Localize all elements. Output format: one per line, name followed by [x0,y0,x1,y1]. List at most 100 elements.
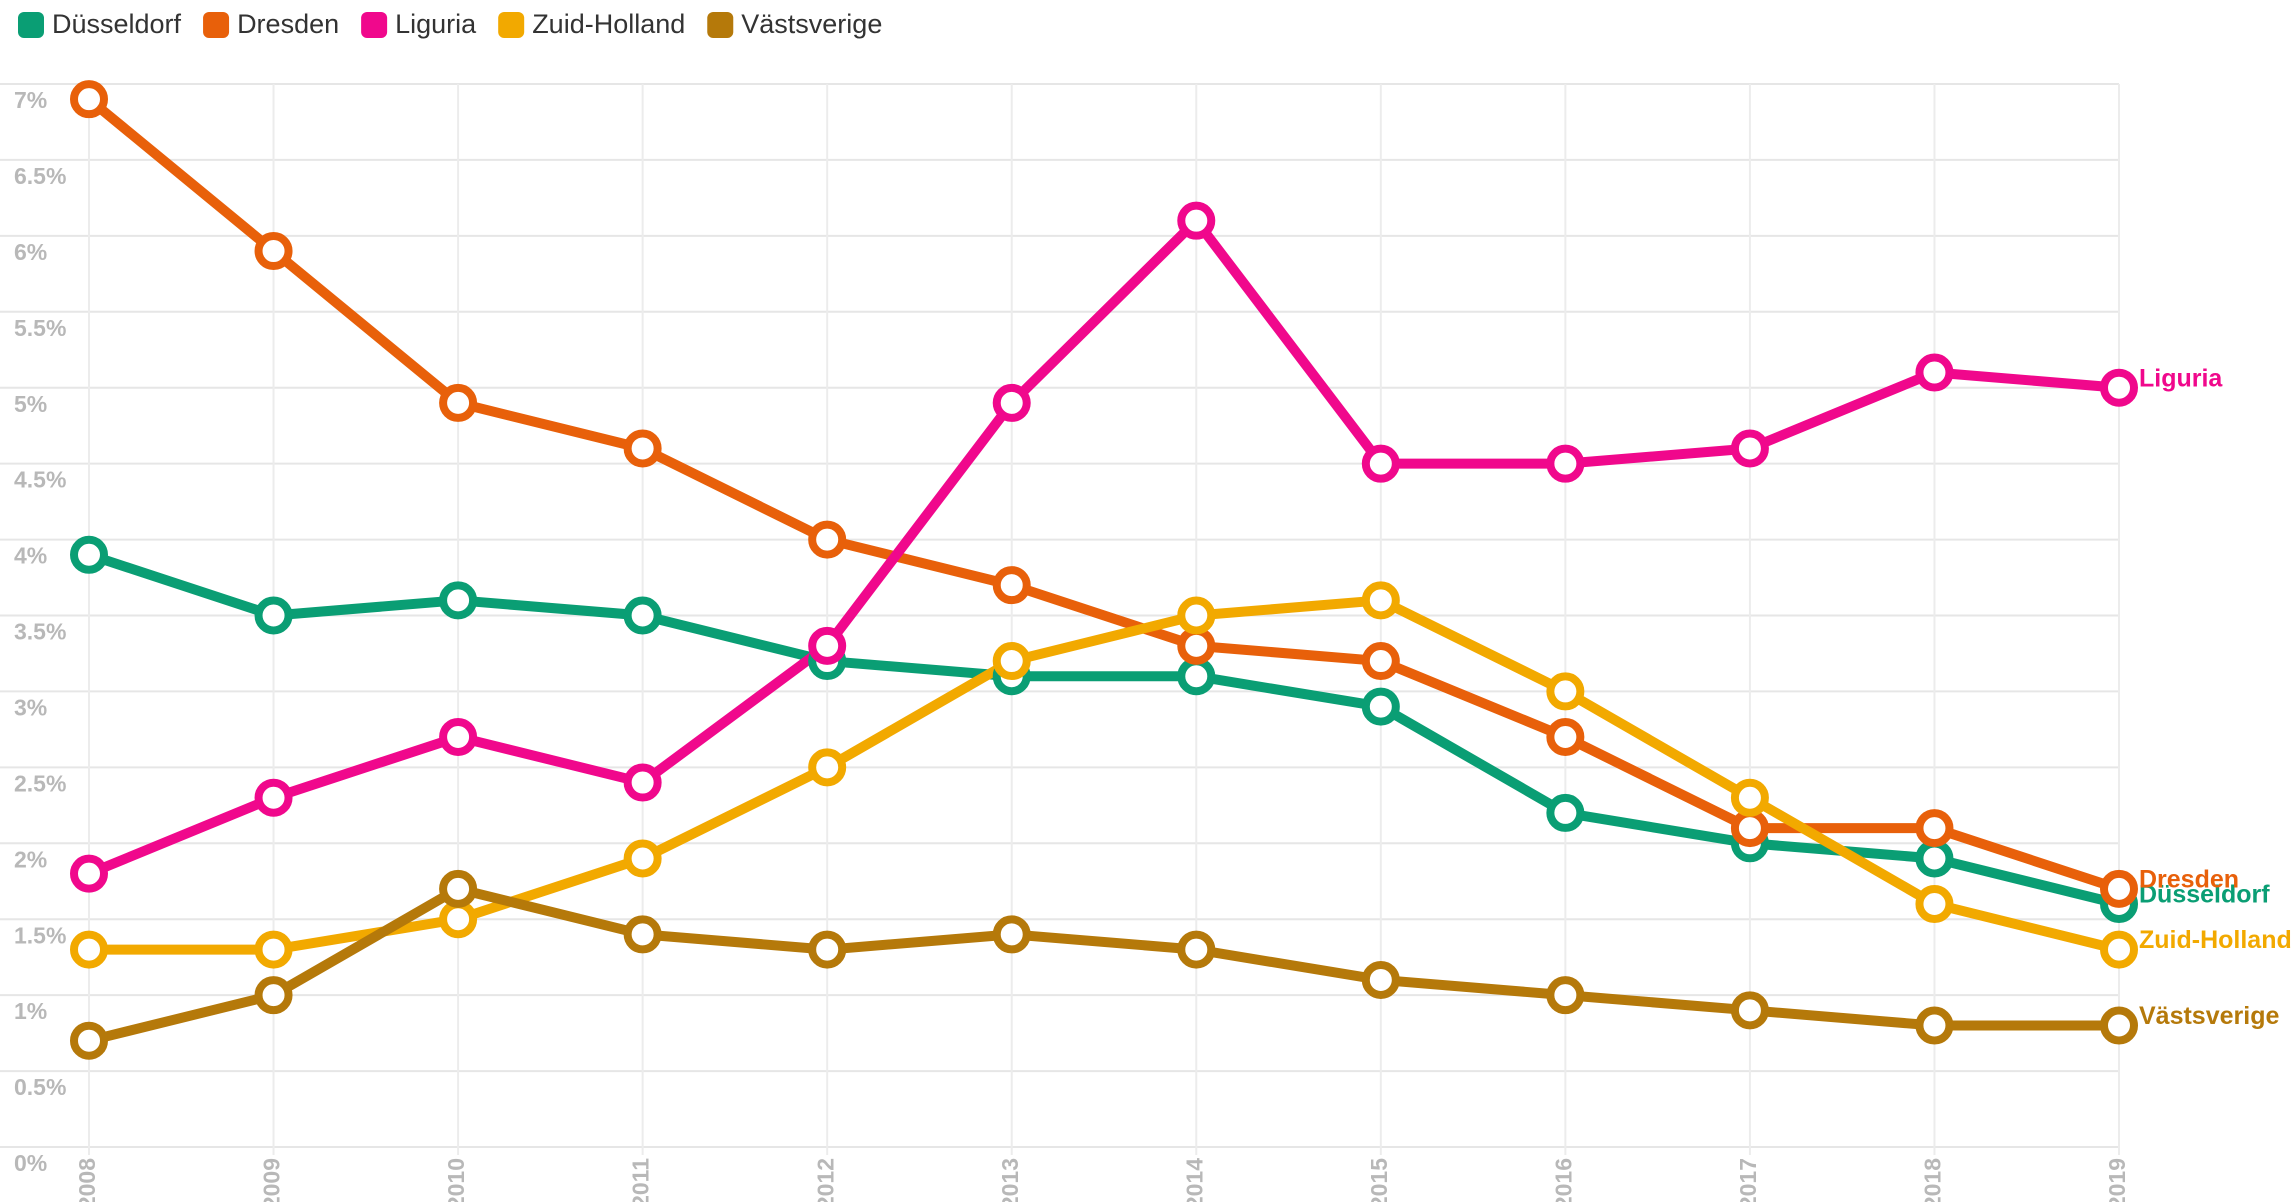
data-point [1915,839,1954,878]
y-tick-label: 7% [14,87,47,113]
data-point [439,900,478,939]
data-point [1915,809,1954,848]
series-line [87,215,2120,879]
data-point [1915,353,1954,392]
x-tick-label: 2010 [443,1158,469,1202]
data-point [2100,1006,2138,1045]
data-point [623,763,662,802]
data-point [1730,778,1769,817]
data-point [254,976,293,1015]
series-end-label: Liguria [2139,364,2223,392]
data-point [1177,201,1216,240]
data-point [992,642,1031,681]
data-point [254,232,293,271]
data-point [254,596,293,635]
y-tick-label: 5% [14,391,47,417]
data-point [1915,885,1954,924]
series-end-label: Västsverige [2139,1002,2279,1030]
y-tick-label: 3% [14,695,47,721]
y-tick-label: 6.5% [14,163,66,189]
x-tick-label: 2019 [2104,1158,2130,1202]
x-tick-label: 2016 [1550,1158,1576,1202]
data-point [1361,687,1400,726]
data-point [439,383,478,422]
data-point [1546,672,1585,711]
x-tick-label: 2014 [1181,1158,1207,1202]
legend-label: Düsseldorf [52,9,182,39]
data-point [1177,626,1216,665]
data-point [1730,809,1769,848]
data-point [1730,991,1769,1030]
series-line [89,595,2121,955]
data-point [808,930,847,969]
series-end-label: Dresden [2139,865,2239,893]
x-tick-label: 2009 [259,1158,285,1202]
series-line [87,550,2121,909]
data-point [1177,930,1216,969]
y-tick-label: 2% [14,846,47,872]
series-end-label: Zuid-Holland [2139,926,2292,954]
data-point [1546,976,1585,1015]
y-tick-label: 2.5% [14,770,66,796]
x-tick-label: 2017 [1735,1158,1761,1202]
legend-swatch [203,12,230,38]
data-point [1177,596,1216,635]
data-point [1546,717,1585,756]
data-point [2100,930,2138,969]
legend-label: Liguria [395,9,477,39]
data-point [623,915,662,954]
data-point [623,429,662,468]
x-tick-label: 2008 [74,1158,100,1202]
data-point [439,869,478,908]
data-point [1361,642,1400,681]
legend-swatch [361,12,388,38]
data-point [1915,1006,1954,1045]
data-point [1361,444,1400,483]
y-tick-label: 4.5% [14,467,66,493]
x-tick-label: 2011 [628,1158,654,1202]
data-point [254,930,293,969]
data-point [1546,444,1585,483]
data-point [439,581,478,620]
y-tick-label: 4% [14,543,47,569]
y-tick-label: 3.5% [14,619,66,645]
legend-swatch [707,12,734,38]
data-point [254,778,293,817]
y-tick-label: 6% [14,239,47,265]
x-tick-label: 2013 [997,1158,1023,1202]
y-tick-label: 5.5% [14,315,66,341]
series-line [87,883,2119,1046]
y-tick-label: 0.5% [14,1074,66,1100]
legend-swatch [498,12,525,38]
data-point [70,80,108,119]
data-point [992,915,1031,954]
data-point [439,717,478,756]
data-point [70,930,108,969]
data-point [808,520,847,559]
x-tick-label: 2018 [1920,1158,1946,1202]
data-point [623,596,662,635]
legend-label: Västsverige [741,9,882,39]
data-point [1177,657,1216,696]
legend-swatch [18,12,44,38]
y-tick-label: 1% [14,998,47,1024]
data-point [808,748,847,787]
data-point [623,839,662,878]
legend-label: Dresden [237,9,339,39]
series-line [85,95,2121,894]
data-point [1730,429,1769,468]
data-point [1546,793,1585,832]
x-tick-label: 2012 [812,1158,838,1202]
data-point [808,626,847,665]
data-point [992,566,1031,605]
y-tick-label: 0% [14,1150,47,1176]
data-point [70,535,108,574]
series-end-label: Düsseldorf [2139,881,2270,909]
data-point [1361,581,1400,620]
y-tick-label: 1.5% [14,922,66,948]
data-point [70,1021,108,1060]
data-point [992,383,1031,422]
x-tick-label: 2015 [1366,1158,1392,1202]
